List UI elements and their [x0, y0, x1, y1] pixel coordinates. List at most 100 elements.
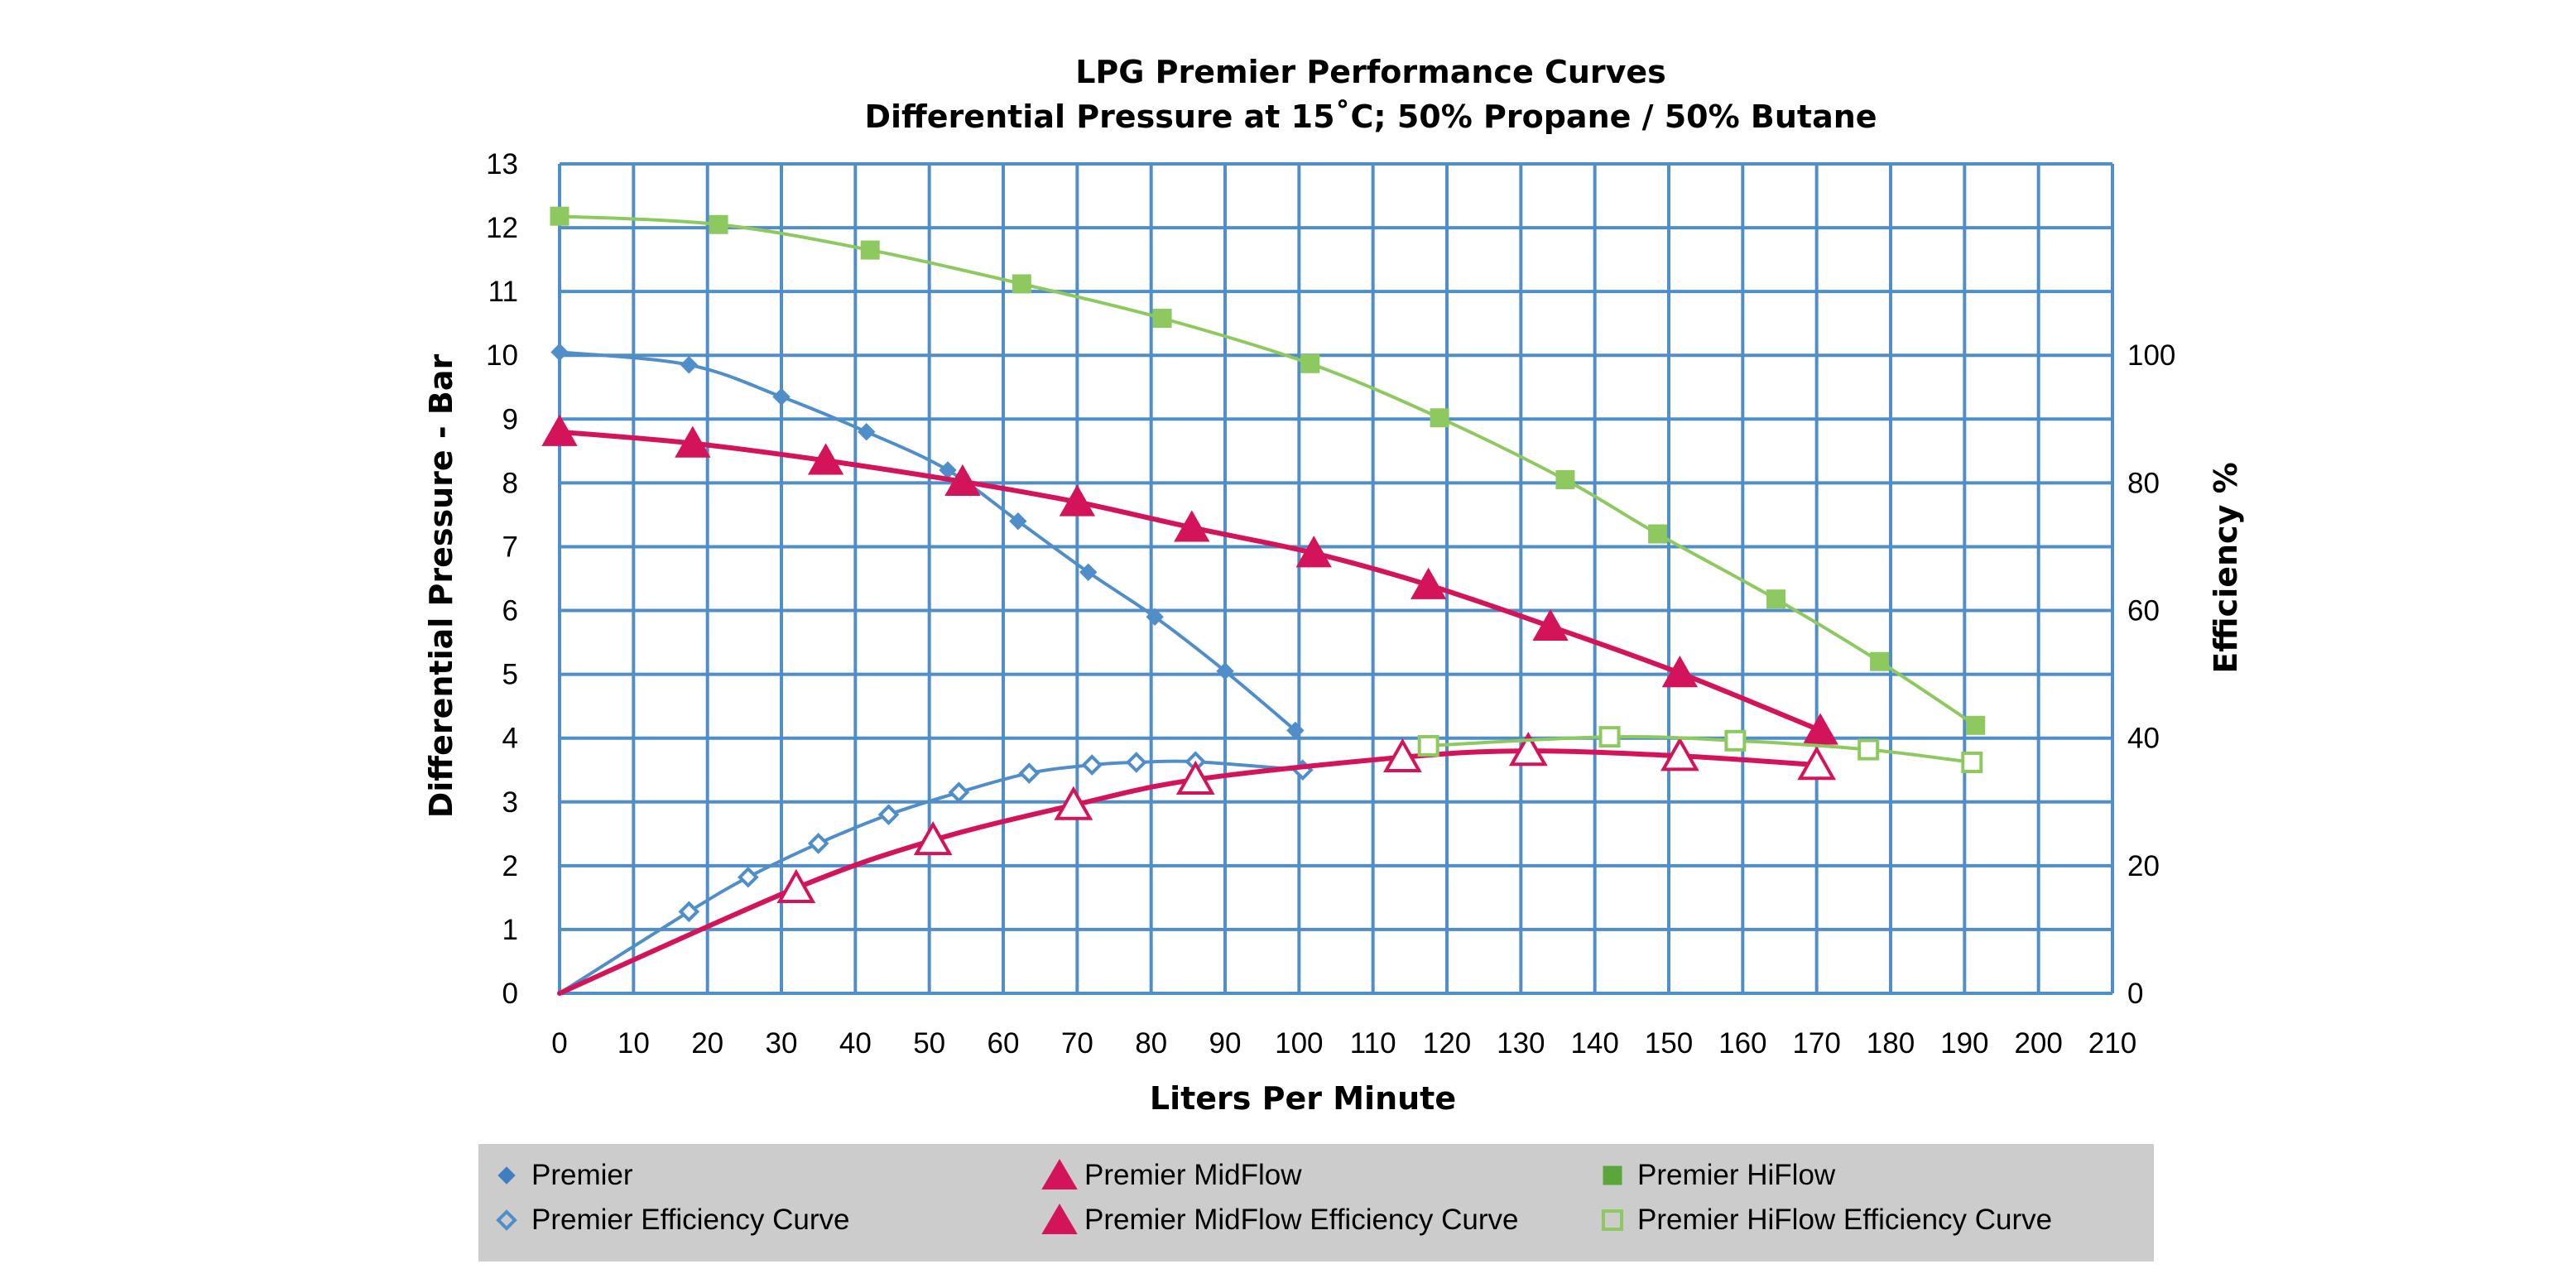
data-point [1858, 738, 1880, 761]
data-point [680, 356, 699, 374]
data-point [858, 423, 876, 441]
data-point [1079, 563, 1098, 581]
y2-tick-label: 40 [2127, 723, 2160, 755]
x-tick-label: 0 [551, 1027, 567, 1060]
data-point [807, 443, 844, 475]
y2-tick-label: 80 [2127, 467, 2160, 499]
data-point [877, 804, 900, 826]
data-point [1012, 274, 1031, 294]
data-point [1430, 408, 1449, 428]
y2-tick-label: 0 [2127, 978, 2143, 1010]
data-point [709, 214, 728, 234]
data-point [1059, 484, 1095, 517]
data-point [1532, 608, 1569, 641]
y-tick-label: 12 [486, 212, 518, 244]
legend-square-icon [1591, 1200, 1634, 1240]
x-tick-label: 50 [913, 1027, 945, 1060]
x-tick-label: 130 [1497, 1027, 1545, 1060]
x-tick-label: 80 [1135, 1027, 1167, 1060]
data-point [1961, 751, 1983, 773]
series-premier-midflow-efficiency-curve [557, 732, 1837, 996]
y-tick-label: 5 [502, 659, 518, 691]
x-tick-label: 70 [1061, 1027, 1093, 1060]
data-point [1174, 510, 1210, 542]
y-tick-label: 10 [486, 339, 518, 372]
data-point [1216, 662, 1234, 680]
data-point [1870, 651, 1890, 671]
x-tick-label: 210 [2088, 1027, 2136, 1060]
legend-triangle-icon [1038, 1156, 1081, 1195]
legend-marker [1041, 1159, 1078, 1189]
legend-square-icon [1591, 1156, 1634, 1195]
data-point [807, 833, 829, 854]
data-point [1648, 524, 1668, 544]
x-tick-label: 60 [988, 1027, 1020, 1060]
legend-item: Premier MidFlow [1038, 1156, 1302, 1195]
legend-label: Premier MidFlow [1084, 1159, 1302, 1191]
y-axis-label: Differential Pressure - Bar [423, 353, 459, 818]
y-tick-label: 0 [502, 978, 518, 1010]
x-tick-label: 160 [1718, 1027, 1766, 1060]
data-point [1125, 752, 1147, 773]
data-point [675, 425, 711, 458]
data-point [1660, 737, 1699, 771]
plot-grid [558, 162, 2114, 995]
y-tick-label: 1 [502, 914, 518, 946]
data-point [1152, 309, 1172, 329]
y-tick-label: 3 [502, 786, 518, 819]
data-point [913, 820, 953, 856]
y2-tick-label: 20 [2127, 850, 2160, 882]
y-tick-label: 9 [502, 403, 518, 435]
y-tick-label: 13 [486, 148, 518, 180]
y-tick-label: 6 [502, 595, 518, 627]
data-point [1383, 738, 1422, 772]
y2-axis-label: Efficiency % [2208, 462, 2244, 673]
series-premier-hiflow [550, 206, 1986, 735]
x-tick-label: 90 [1209, 1027, 1242, 1060]
series-premier-midflow [541, 414, 1838, 745]
data-point [1661, 656, 1699, 688]
data-point [1054, 786, 1093, 820]
data-point [1295, 536, 1332, 568]
data-point [1417, 734, 1439, 757]
x-tick-label: 40 [839, 1027, 872, 1060]
data-point [948, 781, 970, 804]
data-point [1018, 762, 1040, 784]
legend-marker [1041, 1204, 1078, 1234]
legend-item: Premier HiFlow [1591, 1156, 1835, 1195]
x-tick-label: 30 [766, 1027, 798, 1060]
data-point [860, 240, 880, 260]
data-point [1802, 713, 1838, 745]
chart-legend: Premier Premier Efficiency Curve Premier M… [478, 1144, 2154, 1262]
data-point [550, 206, 570, 226]
data-point [944, 464, 981, 496]
y2-tick-label: 100 [2127, 339, 2175, 372]
x-tick-label: 180 [1867, 1027, 1915, 1060]
data-point [1598, 726, 1621, 748]
data-point [1508, 732, 1548, 767]
data-point [1724, 729, 1747, 752]
y-tick-label: 2 [502, 850, 518, 882]
x-tick-label: 110 [1350, 1027, 1396, 1060]
x-tick-label: 20 [691, 1027, 723, 1060]
x-tick-label: 170 [1792, 1027, 1840, 1060]
x-axis-label: Liters Per Minute [1150, 1080, 1456, 1117]
chart-subtitle: Differential Pressure at 15˚C; 50% Propa… [864, 99, 1877, 135]
legend-label: Premier Efficiency Curve [531, 1204, 850, 1236]
series-premier-efficiency-curve [558, 751, 1314, 995]
data-point [550, 343, 569, 362]
legend-item: Premier [485, 1156, 633, 1195]
y-tick-label: 7 [502, 531, 518, 563]
y-tick-label: 11 [488, 276, 518, 308]
data-point [678, 901, 700, 923]
data-point [1146, 608, 1164, 626]
legend-diamond-icon [485, 1156, 528, 1195]
data-point [1286, 721, 1305, 740]
data-point [1081, 754, 1103, 776]
legend-item: Premier Efficiency Curve [485, 1200, 849, 1240]
data-point [1966, 715, 1986, 735]
x-tick-label: 120 [1423, 1027, 1471, 1060]
data-point [737, 866, 759, 888]
legend-marker [1603, 1165, 1622, 1185]
